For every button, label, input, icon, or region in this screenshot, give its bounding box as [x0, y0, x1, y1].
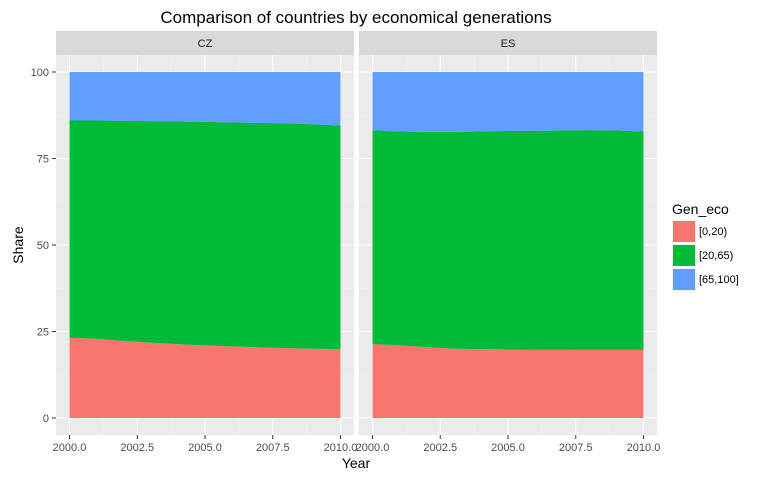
x-tick-label: 2010.0 — [627, 442, 661, 454]
area-series-20-65 — [372, 130, 644, 350]
area-series-0-20 — [372, 343, 644, 418]
legend: Gen_eco [0,20) [20,65) [65,100] — [672, 201, 739, 291]
legend-key-swatch — [673, 245, 695, 266]
x-axis: 2000.0 2002.5 2005.0 2007.5 2010.0 — [53, 435, 358, 454]
facet-strip-label: CZ — [198, 38, 213, 50]
stacked-areas — [69, 72, 341, 418]
x-axis-title: Year — [342, 455, 371, 471]
x-tick-label: 2002.5 — [120, 442, 154, 454]
legend-title: Gen_eco — [672, 201, 729, 217]
facet-strip — [359, 31, 657, 55]
area-series-0-20 — [69, 337, 341, 418]
legend-entry: [20,65) — [672, 244, 733, 267]
area-series-20-65 — [69, 120, 341, 350]
x-tick-label: 2010.0 — [324, 442, 358, 454]
y-tick-label: 50 — [37, 240, 49, 252]
area-series-65-100 — [69, 72, 341, 126]
y-axis: 0 25 50 75 100 — [31, 67, 56, 425]
x-tick-label: 2007.5 — [256, 442, 290, 454]
facet-strip-label: ES — [501, 38, 516, 50]
x-tick-label: 2000.0 — [356, 442, 390, 454]
panel-cz: CZ 2000.0 2002.5 2005.0 2007.5 2010.0 0 25 50 75 1… — [31, 31, 358, 454]
panels-layer: CZ 2000.0 2002.5 2005.0 2007.5 2010.0 0 25 50 75 1… — [31, 31, 661, 454]
x-tick-label: 2007.5 — [559, 442, 593, 454]
x-tick-label: 2005.0 — [188, 442, 222, 454]
legend-key-swatch — [673, 221, 695, 242]
legend-label: [20,65) — [699, 250, 733, 262]
y-axis-title: Share — [10, 226, 26, 264]
chart-title: Comparison of countries by economical ge… — [160, 8, 551, 27]
legend-label: [0,20) — [699, 226, 727, 238]
y-tick-label: 0 — [43, 413, 49, 425]
panel-es: ES 2000.0 2002.5 2005.0 2007.5 2010.0 — [356, 31, 661, 454]
area-series-65-100 — [372, 72, 644, 132]
legend-entry: [0,20) — [672, 220, 727, 243]
y-tick-label: 100 — [31, 67, 49, 79]
facet-strip — [56, 31, 354, 55]
x-tick-label: 2002.5 — [423, 442, 457, 454]
legend-key-swatch — [673, 269, 695, 290]
x-tick-label: 2000.0 — [53, 442, 87, 454]
x-axis: 2000.0 2002.5 2005.0 2007.5 2010.0 — [356, 435, 661, 454]
x-tick-label: 2005.0 — [491, 442, 525, 454]
legend-label: [65,100] — [699, 274, 739, 286]
y-tick-label: 75 — [37, 154, 49, 166]
stacked-areas — [372, 72, 644, 418]
y-tick-label: 25 — [37, 327, 49, 339]
legend-entry: [65,100] — [672, 268, 739, 291]
